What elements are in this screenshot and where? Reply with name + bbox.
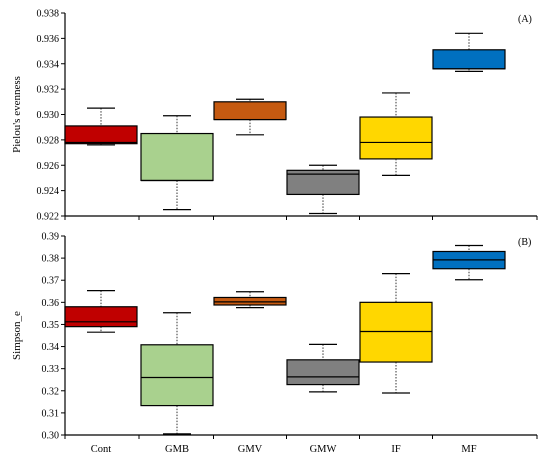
x-tick-label-gmw: GMW bbox=[310, 444, 337, 455]
box-if bbox=[359, 272, 433, 394]
y-tick-label: 0.31 bbox=[42, 408, 60, 419]
y-tick-label: 0.930 bbox=[37, 110, 60, 121]
box-cont bbox=[64, 290, 138, 333]
x-tick-label-gmb: GMB bbox=[165, 444, 189, 455]
y-tick-label: 0.934 bbox=[37, 59, 60, 70]
y-tick-label: 0.938 bbox=[37, 9, 60, 20]
box-rect bbox=[359, 301, 433, 363]
y-tick-label: 0.36 bbox=[42, 298, 60, 309]
x-tick-label-if: IF bbox=[391, 444, 400, 455]
y-tick-label: 0.932 bbox=[37, 85, 60, 96]
box-rect bbox=[64, 306, 138, 328]
x-tick-label-cont: Cont bbox=[91, 444, 112, 455]
box-gmb bbox=[140, 115, 214, 211]
panel-b: 0.30 0.31 0.32 0.33 0.34 0.35 0.36 0.37 0.38 0.39… bbox=[11, 232, 538, 455]
box-rect bbox=[213, 101, 287, 121]
y-tick-label: 0.926 bbox=[37, 161, 60, 172]
y-tick-label: 0.38 bbox=[42, 254, 60, 265]
box-gmw bbox=[286, 343, 360, 393]
y-tick-label: 0.37 bbox=[42, 276, 60, 287]
y-tick-label: 0.33 bbox=[42, 364, 60, 375]
box-gmv bbox=[213, 98, 287, 136]
panel-label: (A) bbox=[518, 14, 532, 25]
box-mf bbox=[432, 244, 506, 281]
box-rect bbox=[213, 296, 287, 306]
y-tick-label: 0.30 bbox=[42, 431, 60, 442]
box-gmw bbox=[286, 164, 360, 215]
y-tick-label: 0.936 bbox=[37, 34, 60, 45]
y-tick-label: 0.32 bbox=[42, 386, 60, 397]
box-cont bbox=[64, 107, 138, 146]
y-axis-label: Pielou's evenness bbox=[11, 76, 23, 153]
box-gmb bbox=[140, 312, 214, 435]
y-tick-label: 0.924 bbox=[37, 186, 60, 197]
box-if bbox=[359, 92, 433, 176]
box-gmv bbox=[213, 291, 287, 309]
y-tick-label: 0.35 bbox=[42, 320, 60, 331]
box-rect bbox=[359, 116, 433, 160]
y-axis-label: Simpson_e bbox=[11, 311, 23, 360]
y-tick-label: 0.928 bbox=[37, 135, 60, 146]
x-tick-label-mf: MF bbox=[461, 444, 476, 455]
y-tick-label: 0.34 bbox=[42, 342, 60, 353]
y-tick-label: 0.922 bbox=[37, 212, 60, 223]
box-rect bbox=[64, 125, 138, 145]
box-mf bbox=[432, 32, 506, 72]
panel-label: (B) bbox=[518, 237, 531, 248]
box-rect bbox=[140, 132, 214, 182]
box-rect bbox=[432, 49, 506, 70]
box-rect bbox=[140, 344, 214, 407]
box-rect bbox=[286, 359, 360, 386]
y-tick-label: 0.39 bbox=[42, 232, 60, 243]
x-tick-label-gmv: GMV bbox=[238, 444, 263, 455]
panel-a: 0.922 0.924 0.926 0.928 0.930 0.932 0.934 0.936… bbox=[11, 9, 538, 223]
